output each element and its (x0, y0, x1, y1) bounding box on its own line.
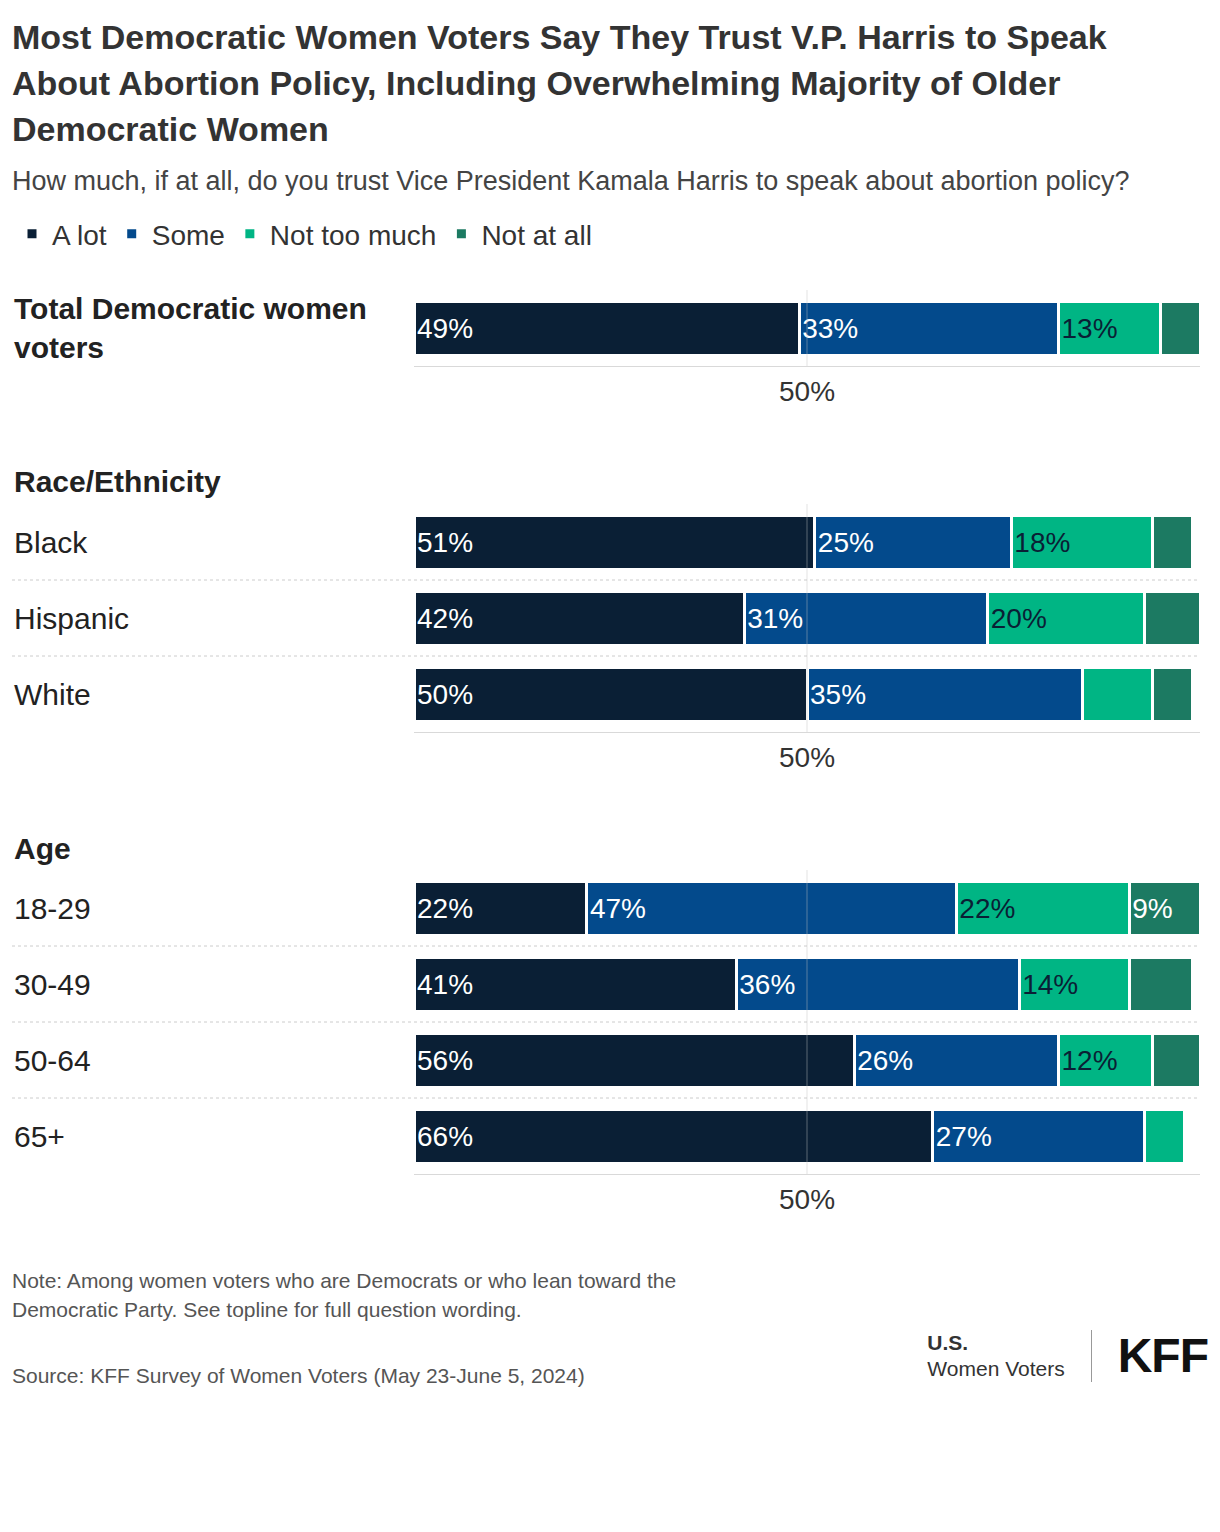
svg-text:50%: 50% (779, 1184, 835, 1215)
svg-text:49%: 49% (417, 313, 473, 344)
svg-text:22%: 22% (417, 893, 473, 924)
svg-text:36%: 36% (739, 969, 795, 1000)
svg-text:Black: Black (14, 526, 88, 559)
html-text:Note: Among women voters who a: Note: Among women voters who are Democra… (12, 1269, 677, 1321)
svg-text:66%: 66% (417, 1121, 473, 1152)
svg-text:26%: 26% (857, 1045, 913, 1076)
html-text:Source: KFF Survey of Women Vo: Source: KFF Survey of Women Voters (May … (12, 1364, 585, 1387)
svg-text:42%: 42% (417, 603, 473, 634)
svg-text:50%: 50% (779, 376, 835, 407)
svg-text:56%: 56% (417, 1045, 473, 1076)
svg-text:Hispanic: Hispanic (14, 602, 129, 635)
svg-text:Not at all: Not at all (481, 220, 592, 251)
html-text:U.S.: U.S. (927, 1330, 969, 1354)
svg-text:White: White (14, 678, 91, 711)
html-text:Women Voters: Women Voters (927, 1356, 1065, 1380)
svg-text:27%: 27% (936, 1121, 992, 1152)
svg-text:31%: 31% (747, 603, 803, 634)
svg-text:30-49: 30-49 (14, 968, 91, 1001)
html-text:How much, if at all, do you tr: How much, if at all, do you trust Vice P… (12, 166, 1130, 196)
svg-text:12%: 12% (1062, 1045, 1118, 1076)
svg-text:51%: 51% (417, 527, 473, 558)
svg-text:18-29: 18-29 (14, 892, 91, 925)
svg-text:18%: 18% (1014, 527, 1070, 558)
svg-text:Not too much: Not too much (270, 220, 437, 251)
svg-text:22%: 22% (959, 893, 1015, 924)
svg-text:50-64: 50-64 (14, 1044, 91, 1077)
svg-text:Age: Age (14, 832, 71, 865)
svg-text:33%: 33% (802, 313, 858, 344)
svg-text:Some: Some (152, 220, 225, 251)
svg-text:47%: 47% (590, 893, 646, 924)
svg-text:13%: 13% (1062, 313, 1118, 344)
svg-text:Total Democratic womenvoters: Total Democratic womenvoters (14, 292, 367, 364)
html-text:KFF: KFF (1117, 1329, 1208, 1382)
svg-text:25%: 25% (818, 527, 874, 558)
svg-text:9%: 9% (1132, 893, 1172, 924)
svg-text:50%: 50% (417, 679, 473, 710)
svg-text:50%: 50% (779, 742, 835, 773)
svg-text:20%: 20% (991, 603, 1047, 634)
html-text:Most Democratic Women Voters S: Most Democratic Women Voters Say They Tr… (12, 18, 1107, 148)
svg-text:41%: 41% (417, 969, 473, 1000)
svg-text:Race/Ethnicity: Race/Ethnicity (14, 465, 221, 498)
svg-text:65+: 65+ (14, 1120, 65, 1153)
svg-text:14%: 14% (1022, 969, 1078, 1000)
svg-text:A lot: A lot (52, 220, 107, 251)
svg-text:35%: 35% (810, 679, 866, 710)
